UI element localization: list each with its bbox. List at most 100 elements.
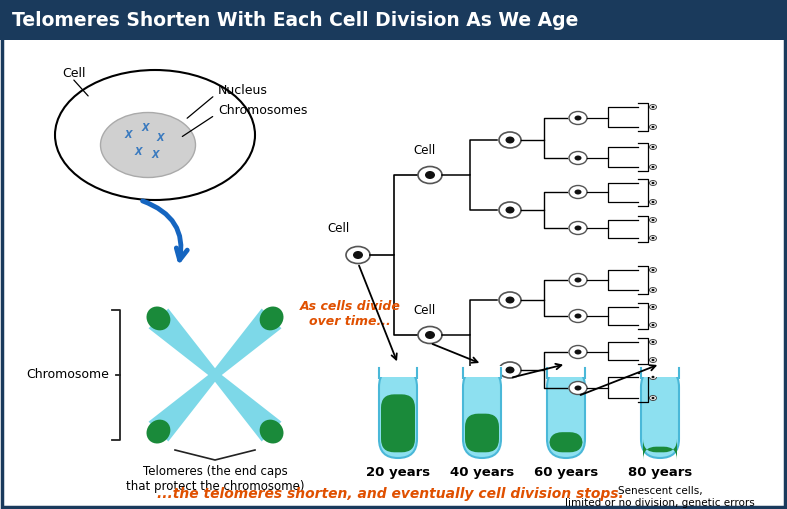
Ellipse shape — [649, 288, 656, 293]
Text: X: X — [135, 147, 142, 157]
Ellipse shape — [569, 111, 587, 125]
FancyBboxPatch shape — [643, 439, 677, 460]
Ellipse shape — [652, 341, 655, 343]
Text: X: X — [151, 150, 159, 160]
Text: X: X — [141, 123, 149, 133]
FancyBboxPatch shape — [379, 368, 417, 458]
Text: Senescent cells,
limited or no division, genetic errors: Senescent cells, limited or no division,… — [565, 486, 755, 507]
Ellipse shape — [569, 382, 587, 394]
Ellipse shape — [649, 200, 656, 205]
Text: Nucleus: Nucleus — [218, 83, 268, 97]
Ellipse shape — [101, 112, 195, 178]
Ellipse shape — [649, 145, 656, 150]
Ellipse shape — [652, 182, 655, 184]
Text: Chromosomes: Chromosomes — [218, 103, 308, 117]
Text: Chromosome: Chromosome — [26, 369, 109, 382]
Ellipse shape — [649, 375, 656, 380]
Bar — [640, 366, 680, 377]
Ellipse shape — [425, 331, 435, 339]
Ellipse shape — [499, 362, 521, 378]
Text: Cell: Cell — [62, 67, 86, 79]
Ellipse shape — [575, 277, 582, 282]
Ellipse shape — [505, 366, 515, 374]
Text: X: X — [124, 130, 131, 140]
Ellipse shape — [499, 292, 521, 308]
Ellipse shape — [652, 376, 655, 378]
Polygon shape — [149, 372, 218, 441]
Ellipse shape — [569, 346, 587, 358]
Ellipse shape — [499, 132, 521, 148]
Ellipse shape — [649, 395, 656, 401]
Ellipse shape — [569, 221, 587, 235]
Ellipse shape — [649, 236, 656, 240]
Ellipse shape — [353, 251, 363, 259]
Ellipse shape — [649, 217, 656, 222]
Ellipse shape — [649, 181, 656, 185]
Ellipse shape — [652, 237, 655, 239]
FancyBboxPatch shape — [547, 368, 585, 458]
Ellipse shape — [260, 419, 283, 443]
Bar — [0, 0, 787, 40]
Ellipse shape — [569, 273, 587, 287]
Ellipse shape — [649, 357, 656, 362]
Ellipse shape — [649, 304, 656, 309]
Ellipse shape — [652, 219, 655, 221]
Ellipse shape — [55, 70, 255, 200]
Ellipse shape — [260, 306, 283, 330]
Text: X: X — [157, 133, 164, 143]
Ellipse shape — [575, 189, 582, 194]
Text: Cell: Cell — [414, 304, 436, 317]
Ellipse shape — [652, 146, 655, 148]
Ellipse shape — [649, 323, 656, 327]
Ellipse shape — [575, 385, 582, 390]
Text: Cell: Cell — [327, 222, 349, 235]
Text: 40 years: 40 years — [450, 466, 514, 479]
Ellipse shape — [505, 207, 515, 213]
Ellipse shape — [649, 104, 656, 109]
Text: Cell: Cell — [414, 144, 436, 157]
Ellipse shape — [569, 309, 587, 323]
Ellipse shape — [652, 289, 655, 291]
Ellipse shape — [505, 136, 515, 144]
Text: As cells divide
over time...: As cells divide over time... — [300, 300, 401, 328]
Ellipse shape — [652, 126, 655, 128]
Ellipse shape — [146, 419, 170, 443]
FancyBboxPatch shape — [463, 368, 501, 458]
FancyBboxPatch shape — [381, 394, 415, 453]
Ellipse shape — [499, 202, 521, 218]
FancyBboxPatch shape — [549, 432, 583, 453]
Ellipse shape — [652, 166, 655, 168]
Ellipse shape — [652, 306, 655, 308]
Bar — [462, 366, 502, 377]
Text: ...the telomeres shorten, and eventually cell division stops.: ...the telomeres shorten, and eventually… — [157, 487, 623, 501]
Text: Telomeres (the end caps
that protect the chromosome): Telomeres (the end caps that protect the… — [126, 465, 305, 493]
Ellipse shape — [569, 185, 587, 199]
Ellipse shape — [652, 106, 655, 108]
FancyBboxPatch shape — [465, 414, 499, 453]
Ellipse shape — [425, 171, 435, 179]
Ellipse shape — [652, 201, 655, 203]
Ellipse shape — [575, 225, 582, 231]
Ellipse shape — [649, 340, 656, 345]
Polygon shape — [149, 308, 218, 378]
Ellipse shape — [575, 116, 582, 121]
Ellipse shape — [575, 156, 582, 160]
Ellipse shape — [649, 268, 656, 272]
Text: 80 years: 80 years — [628, 466, 692, 479]
Text: Telomeres Shorten With Each Cell Division As We Age: Telomeres Shorten With Each Cell Divisio… — [12, 11, 578, 30]
Ellipse shape — [575, 350, 582, 354]
Ellipse shape — [569, 152, 587, 164]
Ellipse shape — [418, 166, 442, 184]
Bar — [546, 366, 586, 377]
Text: 60 years: 60 years — [534, 466, 598, 479]
Bar — [378, 366, 418, 377]
Ellipse shape — [652, 269, 655, 271]
Ellipse shape — [649, 125, 656, 129]
Ellipse shape — [346, 246, 370, 264]
Polygon shape — [212, 308, 282, 378]
Ellipse shape — [505, 297, 515, 303]
Ellipse shape — [652, 359, 655, 361]
Text: 20 years: 20 years — [366, 466, 430, 479]
Ellipse shape — [418, 326, 442, 344]
Ellipse shape — [575, 314, 582, 319]
